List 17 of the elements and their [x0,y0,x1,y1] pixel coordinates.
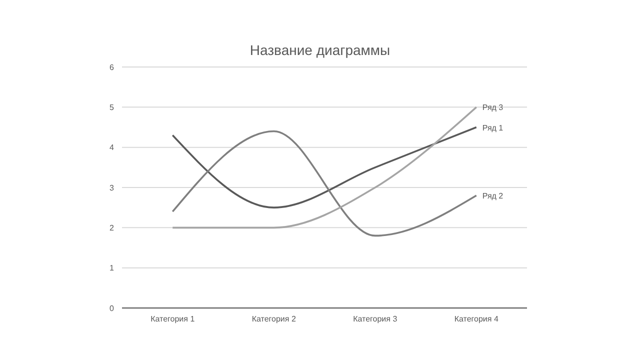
x-tick-label: Категория 2 [252,314,296,324]
y-tick-label: 2 [110,224,115,233]
series-label: Ряд 1 [482,123,504,132]
y-tick-label: 6 [110,62,115,72]
y-tick-label: 3 [110,183,115,192]
line-series [172,130,478,237]
x-tick-label: Категория 3 [353,314,398,324]
chart-title: Название диаграммы [248,42,392,58]
x-tick-label: Категория 4 [454,314,499,324]
y-tick-label: 5 [110,103,115,112]
line-series [172,126,478,208]
series-label: Ряд 3 [482,103,504,112]
y-tick-label: 4 [110,143,115,152]
y-tick-label: 1 [110,264,115,273]
x-tick-label: Категория 1 [150,314,196,324]
y-tick-label: 0 [110,304,115,313]
series-label: Ряд 2 [482,192,504,201]
